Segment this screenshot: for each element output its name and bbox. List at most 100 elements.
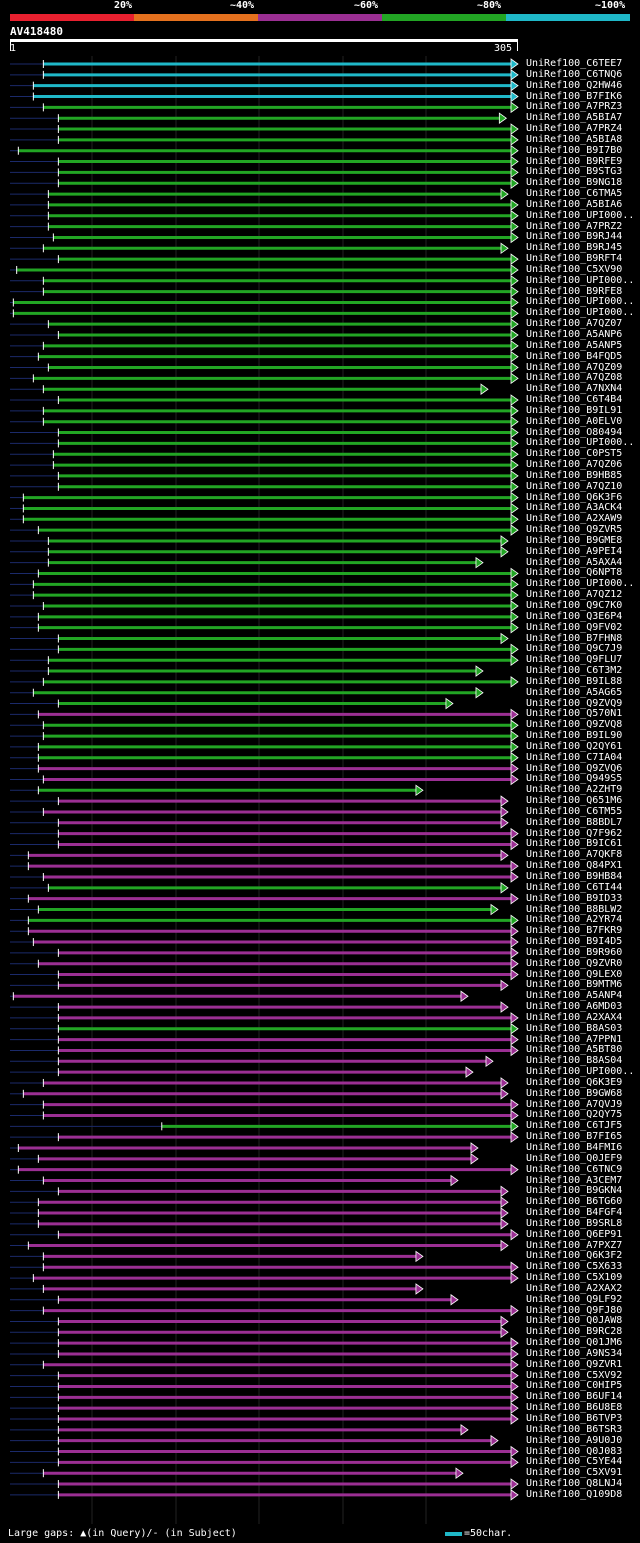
hit-label[interactable]: UniRef100_A5ANP6	[526, 329, 623, 340]
hit-label[interactable]: UniRef100_C0PST5	[526, 448, 623, 460]
hit-label[interactable]: UniRef100_C5XV90	[526, 263, 623, 275]
hit-label[interactable]: UniRef100_A5ANP4	[526, 990, 623, 1002]
hit-label[interactable]: UniRef100_A6MD03	[526, 1001, 623, 1013]
hit-label[interactable]: UniRef100_Q9C7J9	[526, 643, 623, 655]
hit-label[interactable]: UniRef100_C6TMA5	[526, 188, 623, 200]
hit-label[interactable]: UniRef100_A5BIA8	[526, 133, 623, 145]
hit-label[interactable]: UniRef100_A0ELV0	[526, 415, 623, 427]
hit-label[interactable]: UniRef100_Q570N1	[526, 708, 623, 720]
hit-label[interactable]: UniRef100_A2YR74	[526, 914, 623, 926]
hit-label[interactable]: UniRef100_UPI000..	[526, 274, 635, 286]
hit-label[interactable]: UniRef100_Q9FV02	[526, 621, 623, 633]
hit-label[interactable]: UniRef100_C6TEE7	[526, 58, 623, 69]
hit-label[interactable]: UniRef100_UPI000..	[526, 437, 635, 449]
hit-label[interactable]: UniRef100_Q9C7K0	[526, 600, 623, 611]
hit-label[interactable]: UniRef100_A5BIA6	[526, 198, 623, 210]
hit-label[interactable]: UniRef100_A9U0J0	[526, 1434, 623, 1446]
hit-label[interactable]: UniRef100_A7PRZ3	[526, 101, 623, 113]
hit-label[interactable]: UniRef100_B9STG3	[526, 166, 623, 178]
hit-label[interactable]: UniRef100_B9RFT4	[526, 253, 623, 265]
hit-label[interactable]: UniRef100_C6TI44	[526, 881, 623, 893]
hit-label[interactable]: UniRef100_A7QZ09	[526, 361, 623, 373]
hit-label[interactable]: UniRef100_Q01JM6	[526, 1337, 623, 1349]
hit-label[interactable]: UniRef100_Q9LEX0	[526, 968, 623, 980]
hit-label[interactable]: UniRef100_C6TJF5	[526, 1120, 623, 1132]
hit-label[interactable]: UniRef100_A2XAW9	[526, 513, 623, 525]
hit-label[interactable]: UniRef100_Q6K3F2	[526, 1250, 623, 1262]
hit-label[interactable]: UniRef100_Q6K3E9	[526, 1076, 623, 1088]
hit-label[interactable]: UniRef100_Q2HW46	[526, 79, 623, 91]
hit-label[interactable]: UniRef100_B7FHN8	[526, 632, 623, 644]
hit-label[interactable]: UniRef100_C6TNC9	[526, 1163, 623, 1175]
hit-label[interactable]: UniRef100_B9GME8	[526, 534, 623, 546]
hit-label[interactable]: UniRef100_C6TM55	[526, 805, 623, 817]
hit-label[interactable]: UniRef100_B9RJ44	[526, 231, 623, 243]
hit-label[interactable]: UniRef100_B9I4D5	[526, 936, 623, 948]
hit-label[interactable]: UniRef100_Q3E6P4	[526, 610, 623, 622]
hit-label[interactable]: UniRef100_A9PEI4	[526, 545, 623, 557]
hit-label[interactable]: UniRef100_A9NS34	[526, 1347, 623, 1359]
hit-label[interactable]: UniRef100_Q8LNJ4	[526, 1478, 623, 1490]
hit-label[interactable]: UniRef100_B9RFE9	[526, 155, 623, 167]
hit-label[interactable]: UniRef100_B6UF14	[526, 1391, 623, 1403]
hit-label[interactable]: UniRef100_Q6K3F6	[526, 491, 623, 503]
hit-label[interactable]: UniRef100_B6TG60	[526, 1196, 623, 1208]
hit-label[interactable]: UniRef100_Q9ZVR0	[526, 957, 623, 969]
hit-label[interactable]: UniRef100_Q6NPT8	[526, 567, 623, 579]
hit-label[interactable]: UniRef100_C5XV91	[526, 1467, 623, 1479]
hit-label[interactable]: UniRef100_Q109D8	[526, 1488, 623, 1500]
hit-label[interactable]: UniRef100_B9GKN4	[526, 1185, 623, 1197]
hit-label[interactable]: UniRef100_A5BIA7	[526, 112, 623, 124]
hit-label[interactable]: UniRef100_C7IA04	[526, 751, 623, 763]
hit-label[interactable]: UniRef100_UPI000..	[526, 307, 635, 319]
hit-label[interactable]: UniRef100_B4FMI6	[526, 1142, 623, 1153]
hit-label[interactable]: UniRef100_Q84PX1	[526, 860, 623, 872]
hit-label[interactable]: UniRef100_A5AXA4	[526, 556, 623, 568]
hit-label[interactable]: UniRef100_A3ACK4	[526, 502, 623, 514]
hit-label[interactable]: UniRef100_Q651M6	[526, 795, 623, 807]
hit-label[interactable]: UniRef100_Q9LF92	[526, 1293, 623, 1305]
hit-label[interactable]: UniRef100_Q6EP91	[526, 1228, 623, 1240]
hit-label[interactable]: UniRef100_C0HIP5	[526, 1380, 623, 1392]
hit-label[interactable]: UniRef100_A7QZ07	[526, 318, 623, 330]
hit-label[interactable]: UniRef100_Q2QY61	[526, 740, 623, 752]
hit-label[interactable]: UniRef100_B9HB85	[526, 469, 623, 481]
hit-label[interactable]: UniRef100_Q7F962	[526, 827, 623, 839]
hit-label[interactable]: UniRef100_B9IL91	[526, 404, 623, 416]
hit-label[interactable]: UniRef100_O80494	[526, 426, 623, 438]
hit-label[interactable]: UniRef100_Q9ZVQ9	[526, 697, 623, 709]
hit-label[interactable]: UniRef100_Q0JEF9	[526, 1152, 623, 1164]
hit-label[interactable]: UniRef100_A7PXZ7	[526, 1239, 623, 1251]
hit-label[interactable]: UniRef100_B7FI65	[526, 1131, 623, 1143]
hit-label[interactable]: UniRef100_A7QZ08	[526, 372, 623, 384]
hit-label[interactable]: UniRef100_B9IC61	[526, 838, 623, 850]
hit-label[interactable]: UniRef100_B9IL90	[526, 730, 623, 742]
hit-label[interactable]: UniRef100_Q9FJ80	[526, 1304, 623, 1316]
hit-label[interactable]: UniRef100_B9IL88	[526, 675, 623, 687]
hit-label[interactable]: UniRef100_B7FIK6	[526, 90, 623, 102]
hit-label[interactable]: UniRef100_Q949S5	[526, 773, 623, 785]
hit-label[interactable]: UniRef100_Q9FLU7	[526, 654, 623, 666]
hit-label[interactable]: UniRef100_B9RJ45	[526, 242, 623, 254]
hit-label[interactable]: UniRef100_B9HB84	[526, 871, 623, 882]
hit-label[interactable]: UniRef100_Q9ZVQ6	[526, 762, 623, 774]
hit-label[interactable]: UniRef100_B8AS04	[526, 1055, 623, 1067]
hit-label[interactable]: UniRef100_B6TSR3	[526, 1423, 623, 1435]
hit-label[interactable]: UniRef100_A7QZ10	[526, 480, 623, 492]
hit-label[interactable]: UniRef100_A5AG65	[526, 686, 623, 698]
hit-label[interactable]: UniRef100_B9RFE8	[526, 285, 623, 297]
hit-label[interactable]: UniRef100_C5XV92	[526, 1369, 623, 1381]
hit-label[interactable]: UniRef100_B7FKR9	[526, 925, 623, 937]
hit-label[interactable]: UniRef100_A7PPN1	[526, 1033, 623, 1045]
hit-label[interactable]: UniRef100_C5X633	[526, 1261, 623, 1273]
hit-label[interactable]: UniRef100_C6T3M2	[526, 665, 623, 677]
hit-label[interactable]: UniRef100_B9R960	[526, 946, 623, 958]
hit-label[interactable]: UniRef100_A3CEM7	[526, 1174, 623, 1186]
hit-label[interactable]: UniRef100_B9NG18	[526, 177, 623, 189]
hit-label[interactable]: UniRef100_A7QKF8	[526, 849, 623, 861]
hit-label[interactable]: UniRef100_UPI000..	[526, 1066, 635, 1078]
hit-label[interactable]: UniRef100_C6T4B4	[526, 394, 623, 406]
hit-label[interactable]: UniRef100_B8BLW2	[526, 903, 623, 915]
hit-label[interactable]: UniRef100_A5BT80	[526, 1044, 623, 1056]
hit-label[interactable]: UniRef100_B9SRL8	[526, 1217, 623, 1229]
